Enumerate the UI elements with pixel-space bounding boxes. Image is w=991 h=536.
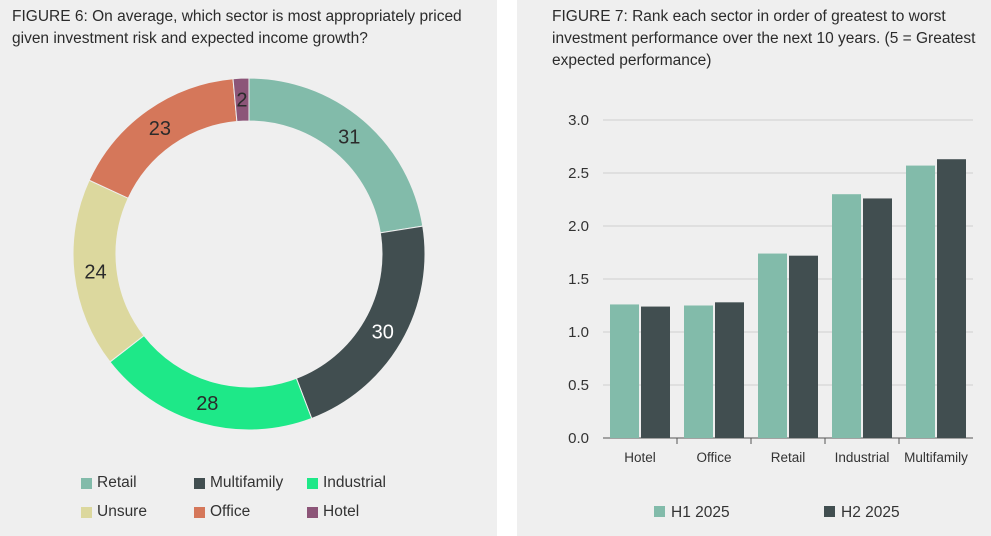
legend-label: Industrial	[323, 474, 386, 491]
donut-data-label: 24	[84, 262, 106, 284]
legend-swatch	[81, 477, 92, 489]
legend-swatch	[194, 506, 205, 518]
bar-chart-panel: FIGURE 7: Rank each sector in order of g…	[517, 0, 991, 536]
legend-item-multifamily: Multifamily	[194, 474, 283, 492]
legend-swatch	[81, 506, 92, 518]
y-tick-label: 1.5	[568, 271, 589, 288]
donut-chart: 31 30 28 24 23 2	[72, 77, 426, 431]
bar-multifamily-h1-2025	[906, 165, 935, 438]
x-tick-label: Industrial	[835, 450, 890, 465]
donut-data-label: 2	[236, 90, 247, 112]
legend-item-industrial: Industrial	[307, 474, 386, 492]
bar-industrial-h1-2025	[832, 194, 861, 438]
chart-title: FIGURE 7: Rank each sector in order of g…	[552, 8, 976, 69]
legend-label: H1 2025	[671, 504, 730, 521]
legend-item-office: Office	[194, 503, 250, 521]
legend-swatch	[194, 477, 205, 489]
legend-item-hotel: Hotel	[307, 503, 359, 521]
legend-label: Unsure	[97, 503, 147, 520]
bar-industrial-h2-2025	[863, 198, 892, 438]
bar-retail-h2-2025	[789, 255, 818, 438]
legend-label: Office	[210, 503, 251, 520]
y-tick-label: 1.0	[568, 324, 589, 341]
donut-data-label: 28	[196, 393, 218, 415]
donut-slice-retail	[248, 77, 424, 234]
legend-swatch	[307, 506, 318, 518]
legend-label: Hotel	[323, 503, 360, 520]
y-tick-label: 0.5	[568, 377, 589, 394]
bar-office-h1-2025	[684, 305, 713, 438]
donut-slice-hotel	[232, 77, 250, 123]
bar-multifamily-h2-2025	[937, 159, 966, 438]
donut-data-label: 30	[372, 321, 394, 343]
chart-title: FIGURE 6: On average, which sector is mo…	[12, 8, 462, 47]
legend-item-retail: Retail	[81, 474, 137, 492]
legend-label: Multifamily	[210, 474, 284, 491]
y-tick-label: 3.0	[568, 112, 589, 129]
bar-chart: 0.0 0.5 1.0 1.5 2.0 2.5 3.0 Hotel Office Retail In…	[568, 112, 973, 521]
legend-swatch	[307, 477, 318, 489]
bar-office-h2-2025	[715, 302, 744, 438]
legend-label: H2 2025	[841, 504, 900, 521]
legend-swatch	[824, 506, 835, 517]
legend-swatch	[654, 506, 665, 517]
x-tick-label: Multifamily	[904, 450, 968, 465]
donut-slice-multifamily	[295, 225, 426, 420]
bar-retail-h1-2025	[758, 253, 787, 438]
x-tick-label: Retail	[771, 450, 806, 465]
bar-hotel-h1-2025	[610, 304, 639, 438]
donut-data-label: 31	[338, 126, 360, 148]
donut-data-label: 23	[149, 118, 171, 140]
donut-chart-panel: FIGURE 6: On average, which sector is mo…	[0, 0, 497, 536]
legend-item-unsure: Unsure	[81, 503, 147, 521]
x-tick-label: Office	[696, 450, 731, 465]
y-tick-label: 2.5	[568, 165, 589, 182]
y-tick-label: 0.0	[568, 430, 589, 447]
y-tick-label: 2.0	[568, 218, 589, 235]
legend-label: Retail	[97, 474, 137, 491]
x-tick-label: Hotel	[624, 450, 656, 465]
donut-slice-industrial	[109, 334, 313, 431]
bar-hotel-h2-2025	[641, 306, 670, 438]
